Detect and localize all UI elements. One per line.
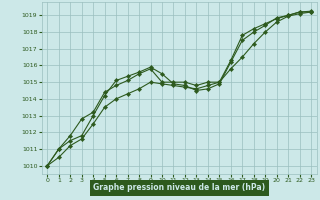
X-axis label: Graphe pression niveau de la mer (hPa): Graphe pression niveau de la mer (hPa) xyxy=(93,183,265,192)
